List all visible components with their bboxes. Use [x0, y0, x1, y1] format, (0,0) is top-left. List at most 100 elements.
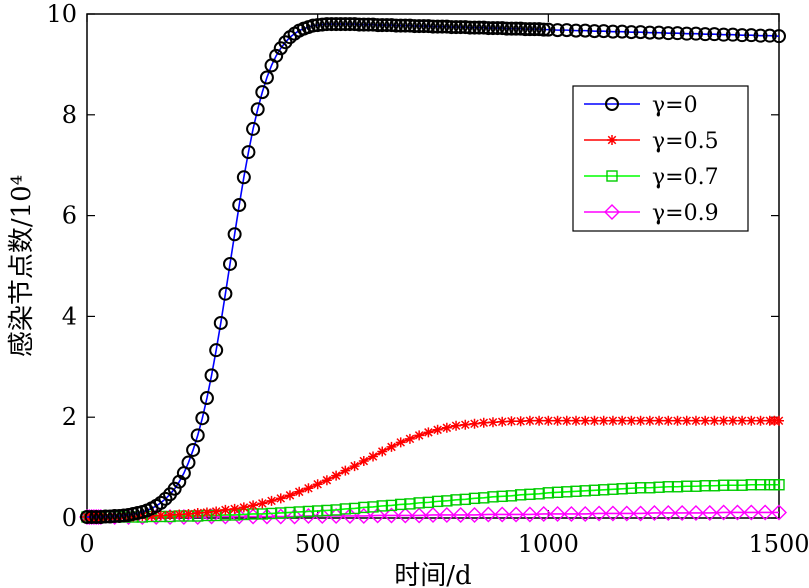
data-point — [302, 505, 315, 518]
x-tick-label: 0 — [79, 530, 94, 558]
data-point — [266, 495, 277, 506]
data-point — [453, 20, 468, 35]
data-point — [250, 102, 265, 117]
data-point — [616, 483, 628, 495]
data-point — [587, 24, 602, 39]
data-point — [532, 22, 547, 37]
data-point — [736, 479, 748, 491]
data-point — [514, 489, 527, 501]
data-point — [255, 85, 270, 100]
y-tick-label: 8 — [62, 101, 77, 129]
data-point — [338, 17, 353, 32]
data-point — [478, 417, 489, 428]
data-point — [476, 20, 491, 35]
data-point — [324, 17, 339, 32]
data-point — [441, 422, 452, 433]
data-point — [384, 18, 399, 33]
data-point — [598, 415, 609, 426]
data-point — [393, 18, 408, 33]
data-point — [112, 508, 127, 523]
data-point — [633, 25, 648, 40]
data-point — [201, 507, 212, 518]
data-point — [232, 198, 247, 213]
data-point — [84, 509, 99, 524]
data-point — [98, 509, 113, 524]
data-point — [727, 415, 738, 426]
data-point — [654, 415, 665, 426]
data-point — [321, 504, 333, 517]
data-point — [211, 506, 222, 517]
data-point — [321, 475, 332, 486]
data-point — [303, 483, 314, 494]
data-point — [634, 482, 647, 494]
data-point — [377, 446, 388, 457]
x-tick-label: 1500 — [748, 530, 809, 558]
data-point — [422, 496, 435, 509]
data-point — [472, 20, 487, 35]
data-point — [725, 27, 740, 42]
data-point — [444, 20, 459, 35]
data-point — [709, 415, 720, 426]
data-point — [426, 19, 440, 34]
data-point — [746, 415, 757, 426]
data-point — [319, 17, 334, 32]
data-point — [155, 510, 166, 521]
data-point — [195, 411, 210, 426]
data-point — [490, 21, 505, 36]
data-point — [504, 21, 519, 36]
data-point — [192, 507, 203, 518]
data-point — [241, 145, 256, 160]
data-point — [441, 495, 453, 507]
data-point — [109, 511, 120, 522]
data-point — [315, 17, 330, 32]
data-point — [209, 343, 224, 358]
data-point — [466, 506, 483, 523]
data-point — [389, 18, 404, 33]
data-point — [727, 479, 739, 491]
data-point — [204, 368, 219, 383]
data-point — [275, 493, 286, 504]
data-point — [181, 455, 196, 470]
legend-label: γ=0.5 — [652, 129, 719, 154]
data-point — [508, 506, 525, 523]
data-point — [118, 511, 129, 522]
data-point — [699, 480, 711, 492]
data-point — [432, 424, 443, 435]
data-point — [681, 415, 692, 426]
data-point — [757, 504, 774, 521]
data-point — [183, 508, 194, 519]
data-point — [330, 504, 342, 516]
data-point — [265, 507, 278, 520]
data-point — [238, 502, 249, 513]
data-point — [588, 484, 601, 496]
data-point — [773, 479, 785, 491]
data-point — [570, 485, 582, 497]
data-point — [339, 503, 352, 515]
data-point — [246, 121, 261, 136]
data-point — [716, 27, 731, 42]
data-point — [257, 498, 268, 509]
legend-marker — [607, 135, 617, 145]
data-point — [571, 415, 582, 426]
data-point — [688, 26, 703, 41]
data-point — [310, 18, 325, 33]
data-point — [349, 461, 360, 472]
data-point — [402, 18, 417, 33]
data-point — [469, 418, 480, 429]
data-point — [597, 484, 610, 496]
data-point — [541, 22, 556, 37]
data-point — [569, 23, 584, 38]
data-point — [423, 427, 434, 438]
data-point — [395, 498, 407, 511]
data-point — [577, 505, 594, 522]
data-point — [459, 493, 471, 506]
data-point — [715, 504, 732, 521]
y-tick-label: 0 — [62, 504, 77, 532]
data-point — [524, 415, 535, 426]
data-point — [451, 420, 462, 431]
data-point — [411, 507, 428, 524]
data-point — [256, 508, 269, 520]
legend-marker — [604, 204, 620, 220]
data-point — [348, 502, 361, 515]
